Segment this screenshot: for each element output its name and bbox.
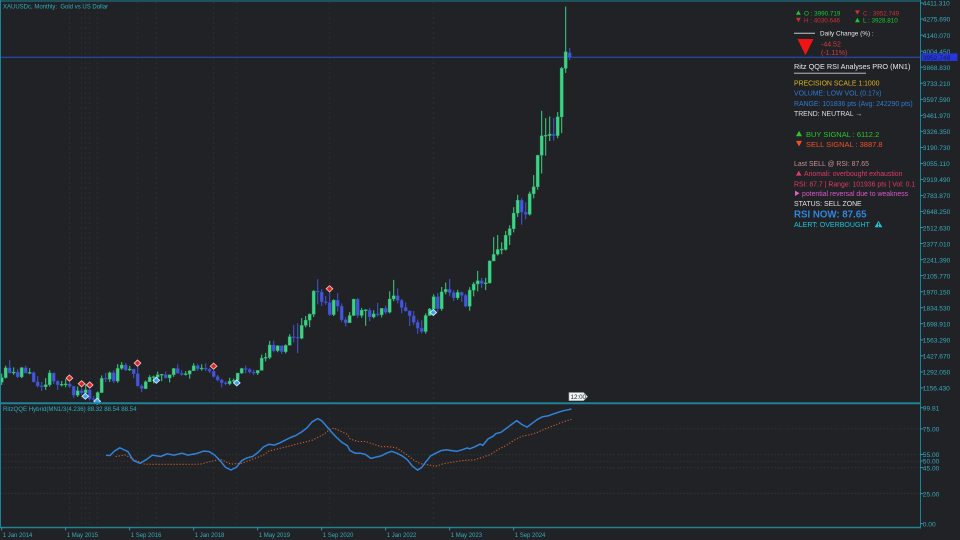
svg-text:3326.350: 3326.350: [923, 129, 951, 136]
svg-text:12:00: 12:00: [571, 394, 587, 401]
svg-text:RitzQQE Hybrid(MN1/3(4.236) 88: RitzQQE Hybrid(MN1/3(4.236) 88.32 88.54 …: [3, 406, 137, 413]
svg-text:1834.530: 1834.530: [923, 306, 951, 313]
svg-text:O : 3990.719: O : 3990.719: [804, 10, 841, 17]
svg-text:VOLUME: LOW VOL (0.17x): VOLUME: LOW VOL (0.17x): [794, 91, 881, 98]
svg-text:4275.690: 4275.690: [923, 17, 951, 24]
svg-text:45.00: 45.00: [923, 465, 940, 472]
svg-text:Anomali: overbought exhaustion: Anomali: overbought exhaustion: [804, 171, 903, 178]
svg-text:H : 4030.646: H : 4030.646: [804, 18, 841, 25]
svg-text:XAUUSDc, Monthly: Gold vs US: XAUUSDc, Monthly: Gold vs US Dollar: [3, 4, 108, 10]
svg-text:3055.110: 3055.110: [923, 161, 950, 168]
svg-text:RANGE: 101836 pts (Avg: 242290: RANGE: 101836 pts (Avg: 242290 pts): [794, 101, 913, 108]
svg-text:4004.450: 4004.450: [923, 49, 951, 56]
svg-text:0.00: 0.00: [923, 521, 936, 528]
svg-text:1 Sep 2020: 1 Sep 2020: [323, 533, 354, 539]
svg-text:4140.070: 4140.070: [923, 33, 951, 40]
svg-text:2783.870: 2783.870: [923, 193, 951, 200]
svg-text:50.00: 50.00: [923, 459, 940, 466]
svg-text:L : 3928.810: L : 3928.810: [863, 18, 898, 25]
svg-text:-44.52: -44.52: [821, 41, 841, 48]
svg-text:1 Sep 2016: 1 Sep 2016: [131, 533, 162, 539]
svg-text:1 Jan 2014: 1 Jan 2014: [3, 533, 33, 539]
svg-text:1 May 2023: 1 May 2023: [451, 533, 483, 539]
svg-text:potential reversal due to weak: potential reversal due to weakness: [802, 191, 909, 198]
svg-text:PRECISION SCALE 1:1000: PRECISION SCALE 1:1000: [794, 81, 880, 88]
svg-text:3952.749: 3952.749: [923, 55, 951, 62]
svg-text:RSI: 87.7 | Range: 101936 pts: RSI: 87.7 | Range: 101936 pts | Vol: 0.1: [794, 181, 915, 188]
svg-text:1970.150: 1970.150: [923, 290, 951, 297]
svg-text:99.81: 99.81: [923, 406, 940, 413]
svg-text:3868.830: 3868.830: [923, 65, 951, 72]
svg-text:2105.770: 2105.770: [923, 273, 951, 280]
svg-text:ALERT: OVERBOUGHT: ALERT: OVERBOUGHT: [794, 222, 871, 229]
svg-text:SELL SIGNAL : 3887.8: SELL SIGNAL : 3887.8: [806, 140, 883, 149]
svg-text:2377.010: 2377.010: [923, 241, 951, 248]
svg-text:3190.730: 3190.730: [923, 145, 951, 152]
svg-text:C : 3952.749: C : 3952.749: [863, 10, 900, 17]
svg-text:1427.670: 1427.670: [923, 354, 951, 361]
svg-text:STATUS: SELL ZONE: STATUS: SELL ZONE: [794, 201, 862, 208]
svg-text:3597.590: 3597.590: [923, 97, 951, 104]
svg-text:TREND: NEUTRAL →: TREND: NEUTRAL →: [794, 111, 862, 118]
svg-text:25.00: 25.00: [923, 491, 940, 498]
svg-text:3461.970: 3461.970: [923, 113, 951, 120]
svg-text:BUY SIGNAL : 6112.2: BUY SIGNAL : 6112.2: [806, 130, 879, 139]
svg-text:2512.630: 2512.630: [923, 225, 951, 232]
svg-text:1292.050: 1292.050: [923, 370, 951, 377]
svg-text:1 May 2019: 1 May 2019: [259, 533, 291, 539]
svg-text:55.00: 55.00: [923, 452, 940, 459]
svg-text:1563.290: 1563.290: [923, 338, 951, 345]
svg-text:RSI NOW: 87.65: RSI NOW: 87.65: [794, 210, 867, 221]
svg-text:2241.390: 2241.390: [923, 257, 951, 264]
svg-text:Ritz QQE RSI Analyses PRO (MN1: Ritz QQE RSI Analyses PRO (MN1): [794, 62, 910, 71]
svg-text:2648.250: 2648.250: [923, 209, 951, 216]
svg-text:1 Jan 2022: 1 Jan 2022: [387, 533, 417, 539]
svg-text:75.00: 75.00: [923, 427, 940, 434]
svg-text:(-1.11%): (-1.11%): [821, 50, 847, 57]
svg-text:4411.310: 4411.310: [923, 1, 950, 8]
svg-text:Last SELL @ RSI: 87.65: Last SELL @ RSI: 87.65: [794, 161, 869, 168]
svg-text:1 May 2015: 1 May 2015: [67, 533, 99, 539]
svg-text:1 Sep 2024: 1 Sep 2024: [515, 533, 546, 539]
svg-text:2919.490: 2919.490: [923, 177, 951, 184]
svg-text:3733.210: 3733.210: [923, 81, 951, 88]
svg-text:1156.430: 1156.430: [923, 386, 950, 393]
svg-text:1698.910: 1698.910: [923, 322, 951, 329]
svg-text:1 Jan 2018: 1 Jan 2018: [195, 533, 225, 539]
svg-text:Daily Change (%) :: Daily Change (%) :: [820, 30, 874, 37]
